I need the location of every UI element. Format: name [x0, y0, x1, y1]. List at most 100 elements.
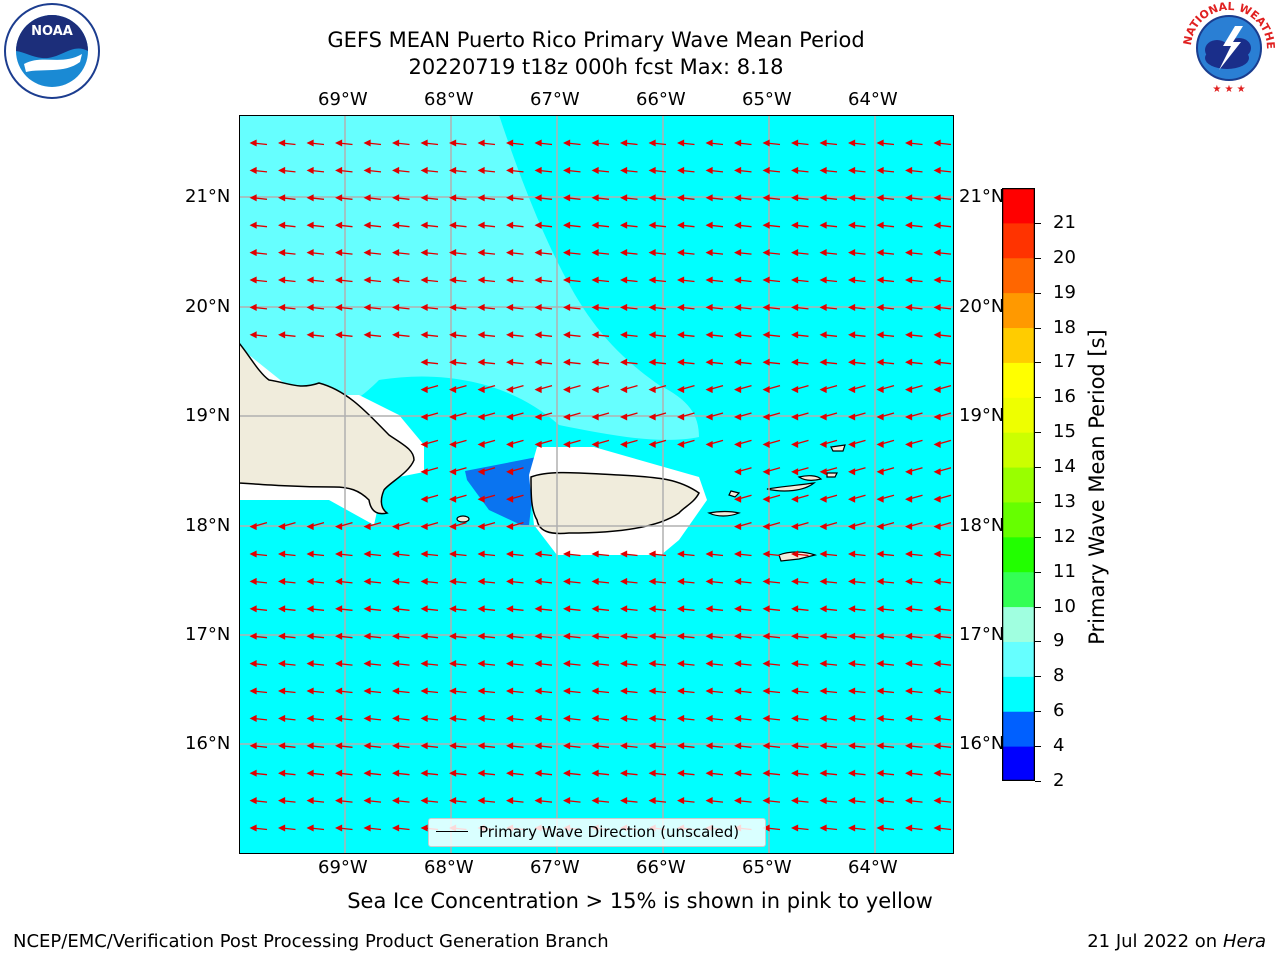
wave-direction-arrow: [620, 139, 638, 147]
wave-direction-arrow: [449, 797, 467, 805]
wave-direction-arrow: [677, 742, 695, 750]
colorbar-tick-label: 8: [1053, 665, 1065, 687]
wave-direction-arrow: [933, 467, 952, 476]
wave-direction-arrow: [506, 412, 524, 421]
wave-direction-arrow: [677, 412, 695, 421]
wave-direction-arrow: [677, 358, 695, 366]
wave-direction-arrow: [506, 742, 524, 750]
wave-direction-arrow: [335, 221, 353, 229]
wave-direction-arrow: [506, 384, 524, 394]
wave-direction-arrow: [819, 412, 838, 421]
wave-direction-arrow: [848, 331, 866, 339]
wave-direction-arrow: [392, 687, 410, 695]
wave-direction-arrow: [677, 687, 695, 695]
wave-direction-arrow: [677, 550, 695, 558]
wave-direction-arrow: [905, 521, 923, 531]
wave-direction-arrow: [449, 687, 467, 695]
wave-direction-arrow: [705, 221, 724, 229]
wave-direction-arrow: [449, 521, 467, 531]
wave-direction-arrow: [534, 303, 553, 311]
wave-direction-arrow: [591, 714, 610, 722]
wave-direction-arrow: [506, 769, 524, 777]
wave-direction-arrow: [335, 714, 353, 722]
wave-direction-arrow: [762, 358, 781, 366]
wave-direction-arrow: [563, 221, 581, 229]
wave-direction-arrow: [762, 276, 781, 284]
wave-direction-arrow: [392, 139, 410, 147]
wave-direction-arrow: [249, 331, 268, 339]
wave-direction-arrow: [876, 276, 895, 284]
wave-direction-arrow: [734, 714, 752, 722]
wave-direction-arrow: [762, 550, 781, 558]
wave-direction-arrow: [449, 166, 467, 174]
wave-direction-arrow: [705, 742, 724, 750]
wave-direction-arrow: [420, 797, 439, 805]
wave-direction-arrow: [734, 632, 752, 640]
wave-direction-arrow: [306, 824, 325, 832]
wave-direction-arrow: [420, 358, 439, 366]
wave-direction-arrow: [506, 660, 524, 668]
wave-direction-arrow: [648, 139, 667, 147]
wave-direction-arrow: [591, 331, 610, 339]
wave-direction-arrow: [648, 769, 667, 777]
wave-direction-arrow: [933, 660, 952, 668]
wave-direction-arrow: [848, 194, 866, 202]
wave-direction-arrow: [249, 249, 268, 257]
wave-direction-arrow: [705, 632, 724, 640]
wave-direction-arrow: [791, 358, 809, 366]
wave-direction-arrow: [819, 276, 838, 284]
wave-direction-arrow: [335, 660, 353, 668]
wave-direction-arrow: [819, 166, 838, 174]
wave-direction-arrow: [477, 632, 496, 640]
lat-label-right: 16°N: [959, 733, 1005, 754]
wave-direction-arrow: [249, 769, 268, 777]
wave-direction-arrow: [563, 358, 581, 366]
wave-direction-arrow: [933, 194, 952, 202]
colorbar-tick-label: 19: [1053, 281, 1076, 303]
wave-direction-arrow: [477, 194, 496, 202]
wave-direction-arrow: [249, 303, 268, 311]
colorbar-segment: [1002, 257, 1035, 294]
wave-direction-arrow: [876, 467, 895, 476]
wave-direction-arrow: [819, 249, 838, 257]
lat-label-left: 18°N: [185, 515, 231, 536]
wave-direction-arrow: [420, 166, 439, 174]
wave-direction-arrow: [363, 714, 382, 722]
wave-direction-arrow: [620, 660, 638, 668]
wave-direction-arrow: [420, 331, 439, 339]
wave-direction-arrow: [876, 687, 895, 695]
wave-direction-arrow: [477, 467, 496, 476]
wave-direction-arrow: [449, 439, 467, 448]
wave-direction-arrow: [392, 797, 410, 805]
wave-direction-arrow: [335, 687, 353, 695]
wave-direction-arrow: [420, 577, 439, 585]
legend-line-swatch: [436, 831, 468, 832]
lon-label-bottom: 67°W: [530, 857, 580, 878]
wave-direction-arrow: [534, 797, 553, 805]
wave-direction-arrow: [449, 660, 467, 668]
wave-direction-arrow: [734, 577, 752, 585]
wave-direction-arrow: [905, 494, 923, 503]
wave-direction-arrow: [734, 494, 752, 503]
wave-direction-arrow: [848, 221, 866, 229]
wave-direction-arrow: [506, 714, 524, 722]
colorbar-tick-label: 2: [1053, 770, 1065, 791]
lat-label-right: 20°N: [959, 296, 1005, 317]
wave-direction-arrow: [591, 550, 610, 558]
wave-direction-arrow: [933, 303, 952, 311]
wave-direction-arrow: [791, 303, 809, 311]
wave-direction-arrow: [420, 139, 439, 147]
lat-label-right: 17°N: [959, 624, 1005, 645]
wave-direction-arrow: [905, 331, 923, 339]
wave-direction-arrow: [392, 577, 410, 585]
colorbar-tick-mark: [1035, 571, 1041, 573]
colorbar-segment: [1002, 711, 1035, 747]
wave-direction-arrow: [563, 139, 581, 147]
wave-direction-arrow: [819, 742, 838, 750]
wave-direction-arrow: [306, 249, 325, 257]
wave-direction-arrow: [762, 797, 781, 805]
wave-direction-arrow: [876, 358, 895, 366]
wave-direction-arrow: [819, 494, 838, 503]
wave-direction-arrow: [363, 166, 382, 174]
wave-direction-arrow: [848, 494, 866, 503]
